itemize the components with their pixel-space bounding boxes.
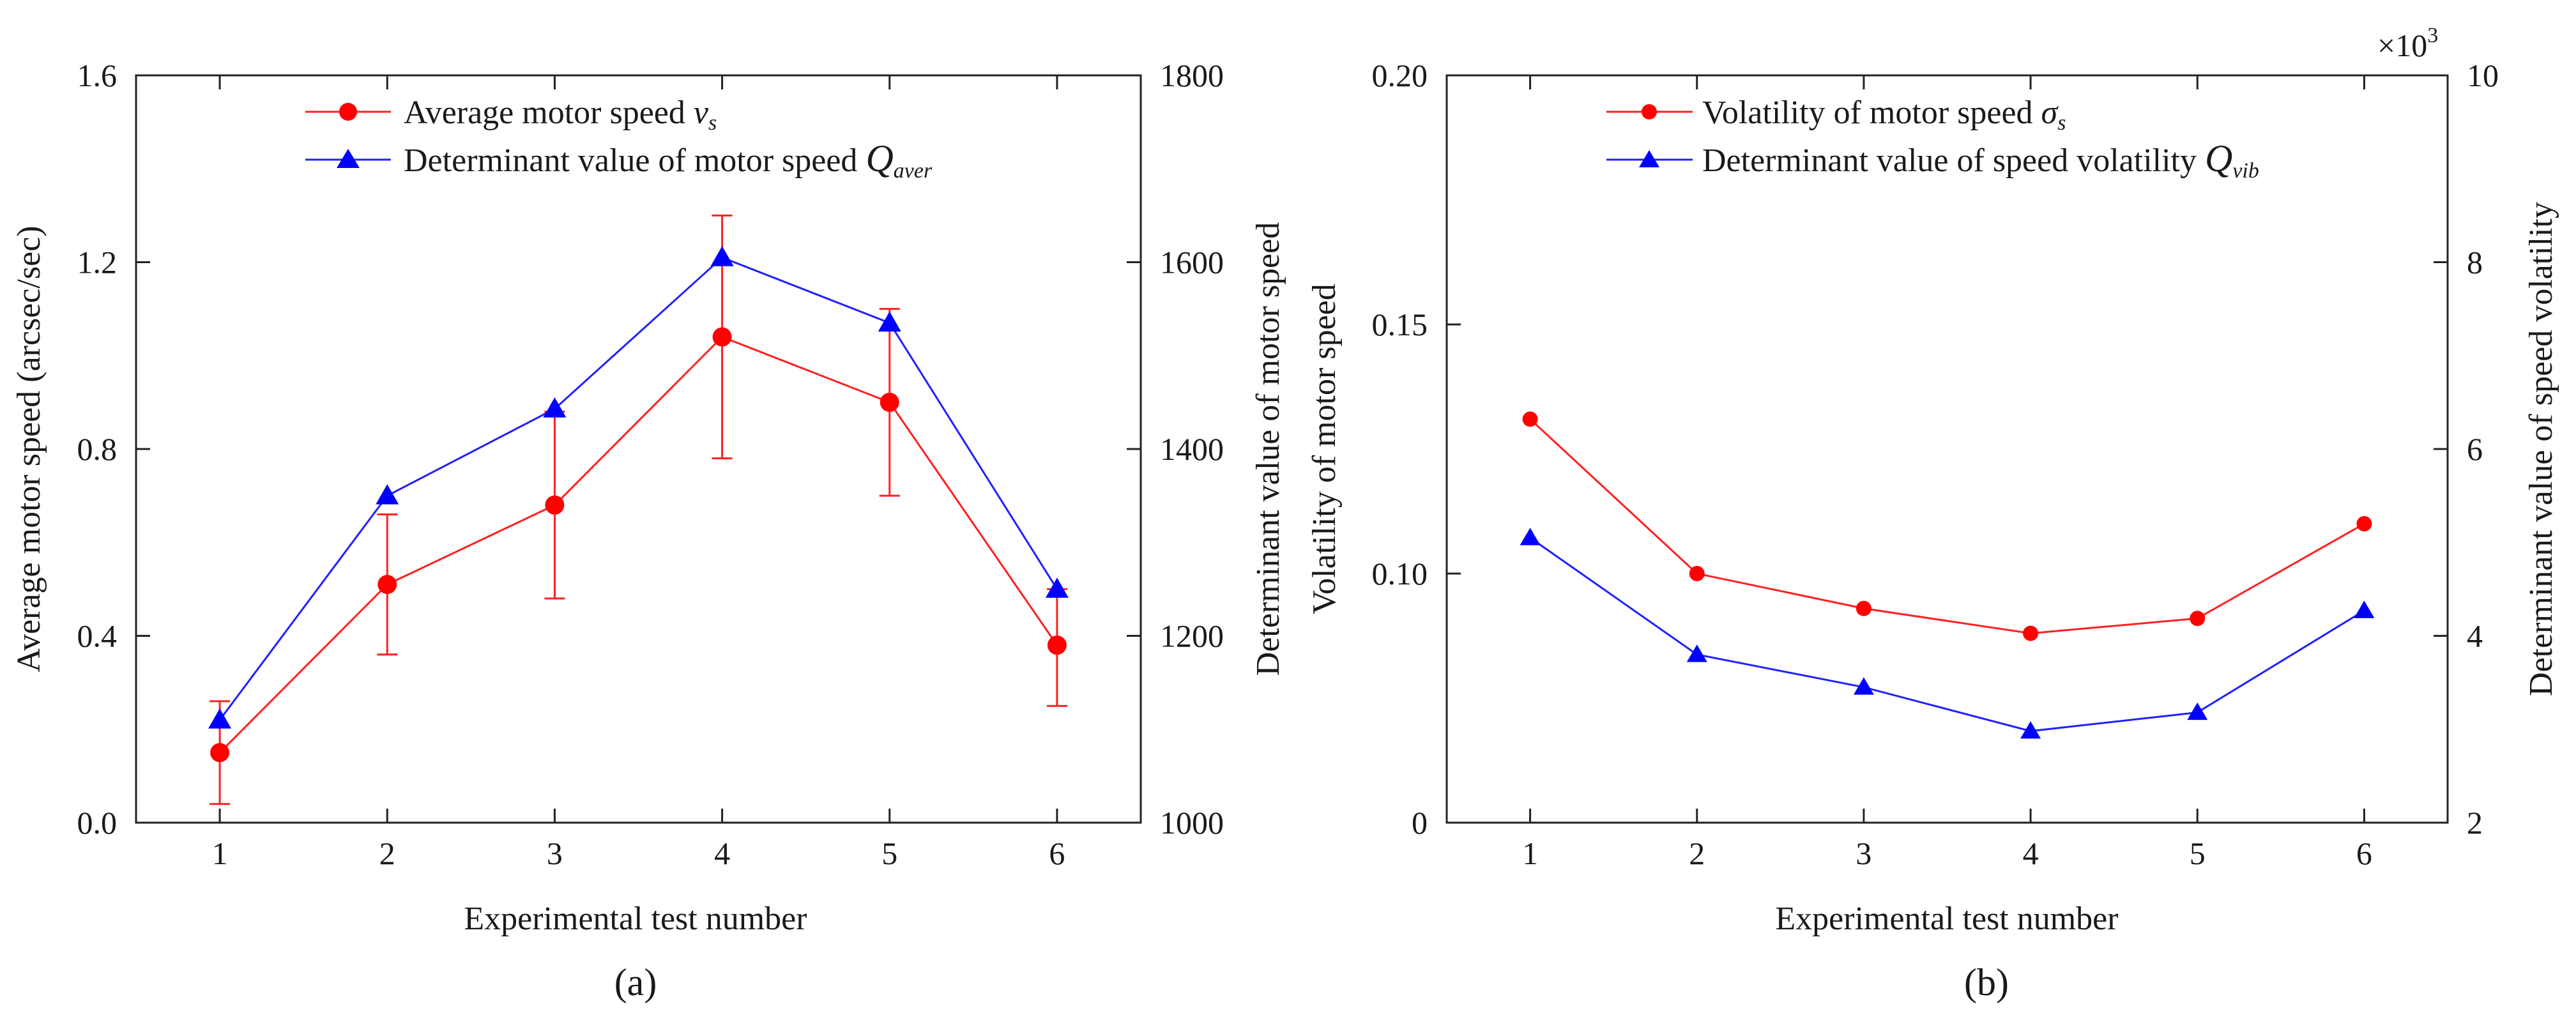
right-tick-label: 1000	[1160, 805, 1224, 841]
chart-b-right-axis-multiplier: ×103	[2377, 24, 2438, 63]
data-point	[1520, 528, 1541, 545]
chart-a-series	[208, 214, 1069, 805]
data-point	[1689, 566, 1705, 581]
chart-a-legend: Average motor speed vs Determinant value…	[305, 95, 933, 183]
x-tick-label: 4	[714, 835, 730, 871]
data-point	[1522, 411, 1538, 427]
right-tick-label: 1800	[1160, 57, 1224, 93]
chart-b-x-axis-label: Experimental test number	[1775, 901, 2118, 937]
right-tick-label: 6	[2467, 431, 2483, 467]
series-line-determinant	[1529, 537, 2365, 733]
chart-a-x-axis-label: Experimental test number	[464, 901, 807, 937]
right-tick-label: 10	[2467, 57, 2499, 93]
chart-b-left-axis-label: Volatility of motor speed	[1306, 284, 1343, 614]
chart-b-legend-label-determinant: Determinant value of speed volatility Qv…	[1702, 137, 2259, 183]
x-tick-label: 2	[1689, 835, 1705, 871]
chart-b-legend: Volatility of motor speed σs Determinant…	[1606, 95, 2259, 183]
x-tick-label: 3	[547, 835, 563, 871]
data-point	[2354, 600, 2375, 618]
left-tick-label: 0.4	[77, 618, 118, 654]
data-point	[710, 246, 734, 266]
chart-a-x-tick-labels: 1 2 3 4 5 6	[212, 835, 1065, 871]
chart-a-panel-label: (a)	[614, 961, 657, 1003]
data-point	[2187, 702, 2208, 720]
chart-a-left-axis-label: Average motor speed (arcsec/sec)	[11, 225, 47, 672]
chart-b-right-axis-label: Determinant value of speed volatility	[2523, 202, 2559, 696]
data-point	[1045, 577, 1069, 598]
x-tick-label: 6	[1049, 835, 1065, 871]
x-tick-label: 2	[379, 835, 395, 871]
right-tick-label: 8	[2467, 245, 2483, 280]
x-tick-label: 4	[2023, 835, 2039, 871]
chart-a-right-tick-labels: 1000 1200 1400 1600 1800	[1160, 57, 1224, 841]
data-point	[1686, 644, 1707, 662]
x-tick-label: 1	[1522, 835, 1538, 871]
chart-b-tick-marks	[1447, 74, 2448, 824]
chart-b-legend-marker-determinant	[1639, 150, 1659, 167]
right-tick-label: 1200	[1160, 618, 1224, 654]
left-tick-label: 0	[1412, 805, 1428, 841]
left-tick-label: 1.2	[77, 245, 118, 280]
x-tick-label: 3	[1856, 835, 1871, 871]
chart-b-series	[1520, 411, 2375, 739]
data-point	[2020, 721, 2041, 739]
right-tick-label: 1600	[1160, 245, 1224, 280]
data-point	[2190, 611, 2206, 627]
series-line-primary	[219, 335, 1058, 754]
chart-a-tick-marks	[136, 74, 1141, 824]
data-point	[210, 743, 230, 763]
chart-b-panel-label: (b)	[1964, 961, 2009, 1003]
data-point	[376, 484, 399, 505]
data-point	[878, 311, 901, 332]
chart-b-legend-label-volatility: Volatility of motor speed σs	[1702, 95, 2066, 135]
x-tick-label: 1	[212, 835, 228, 871]
left-tick-label: 0.15	[1372, 307, 1428, 342]
data-point	[712, 327, 732, 347]
chart-b-plot-frame	[1445, 74, 2449, 824]
chart-a-right-axis-label: Determinant value of motor speed	[1250, 222, 1286, 676]
chart-a-plot-frame	[135, 74, 1142, 824]
left-tick-label: 0.8	[77, 431, 118, 467]
x-tick-label: 5	[2190, 835, 2206, 871]
data-point	[1856, 600, 1871, 616]
data-point	[377, 575, 397, 595]
series-line-primary	[1529, 418, 2365, 635]
data-point	[2356, 516, 2372, 531]
right-tick-label: 4	[2467, 618, 2483, 654]
left-tick-label: 0.10	[1372, 556, 1428, 591]
left-tick-label: 0.20	[1372, 57, 1428, 93]
left-tick-label: 1.6	[77, 57, 118, 93]
data-point	[1853, 677, 1874, 695]
right-tick-label: 1400	[1160, 431, 1224, 467]
chart-a-legend-marker-speed	[339, 103, 357, 121]
left-tick-label: 0.0	[77, 805, 118, 841]
data-point	[2023, 625, 2039, 641]
data-point	[1047, 636, 1067, 655]
chart-b-right-tick-labels: 2 4 6 8 10	[2467, 57, 2499, 841]
right-tick-label: 2	[2467, 805, 2483, 841]
x-tick-label: 5	[881, 835, 897, 871]
chart-a-left-tick-labels: 0.0 0.4 0.8 1.2 1.6	[77, 57, 118, 841]
chart-b-x-tick-labels: 1 2 3 4 5 6	[1522, 835, 2372, 871]
chart-a-legend-label-determinant: Determinant value of motor speed Qaver	[404, 137, 933, 183]
chart-b-legend-marker-volatility	[1642, 104, 1657, 119]
chart-a: 0.0 0.4 0.8 1.2 1.6 1000 1200 1400 1600 1800 1 2 3…	[11, 57, 1286, 1003]
chart-b-left-tick-labels: 0 0.10 0.15 0.20	[1372, 57, 1428, 841]
data-point	[208, 708, 232, 729]
chart-a-legend-marker-determinant	[337, 149, 360, 168]
data-point	[543, 397, 567, 418]
data-point	[545, 495, 565, 515]
data-point	[880, 392, 899, 412]
series-line-determinant	[218, 256, 1058, 721]
chart-a-legend-label-speed: Average motor speed vs	[404, 95, 717, 135]
x-tick-label: 6	[2356, 835, 2372, 871]
